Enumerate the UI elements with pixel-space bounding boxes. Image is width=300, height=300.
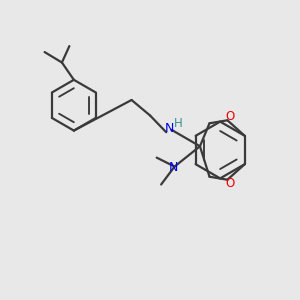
Text: O: O: [225, 177, 234, 190]
Text: H: H: [174, 117, 182, 130]
Text: N: N: [169, 161, 178, 174]
Text: O: O: [226, 110, 235, 123]
Text: N: N: [165, 122, 174, 135]
